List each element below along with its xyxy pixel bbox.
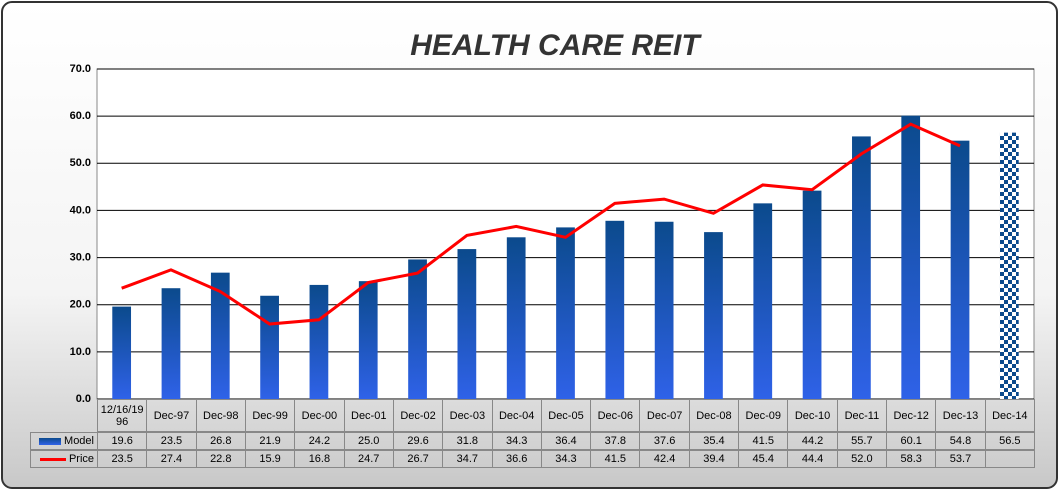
bar <box>112 306 132 399</box>
value-cell: 24.2 <box>294 432 345 450</box>
category-cell: Dec-10 <box>787 399 838 432</box>
value-cell: 26.7 <box>392 450 444 468</box>
legend-swatch <box>39 437 62 445</box>
category-cell: 12/16/1996 <box>97 399 148 432</box>
value-cell: 37.6 <box>639 432 690 450</box>
category-cell: Dec-97 <box>146 399 197 432</box>
bar <box>161 288 181 399</box>
category-cell: Dec-05 <box>540 399 592 432</box>
bar <box>556 227 575 399</box>
category-cell: Dec-04 <box>491 399 542 432</box>
value-cell: 27.4 <box>146 450 197 468</box>
value-cell: 41.5 <box>590 450 641 468</box>
value-cell: 37.8 <box>590 432 641 450</box>
bar <box>358 281 378 399</box>
value-cell: 55.7 <box>836 432 888 450</box>
category-cell: Dec-11 <box>836 399 888 432</box>
value-cell: 23.5 <box>97 450 148 468</box>
value-cell: 36.6 <box>491 450 542 468</box>
value-cell: 44.4 <box>787 450 838 468</box>
category-cell: Dec-02 <box>392 399 444 432</box>
category-cell: Dec-98 <box>195 399 246 432</box>
value-cell: 35.4 <box>688 432 740 450</box>
value-cell: 52.0 <box>836 450 888 468</box>
value-cell: 34.7 <box>442 450 493 468</box>
value-cell: 19.6 <box>97 432 148 450</box>
y-tick-label: 70.0 <box>70 63 91 75</box>
value-cell: 44.2 <box>787 432 838 450</box>
category-cell: Dec-08 <box>688 399 740 432</box>
value-cell: 29.6 <box>392 432 444 450</box>
value-cell: 24.7 <box>343 450 394 468</box>
value-cell: 41.5 <box>738 432 789 450</box>
bar <box>999 132 1019 399</box>
legend-label: Model <box>64 435 94 447</box>
bar <box>605 220 625 399</box>
category-cell: Dec-13 <box>935 399 986 432</box>
legend-cell: Model <box>30 432 98 450</box>
y-tick-label: 10.0 <box>70 346 91 358</box>
bar <box>408 259 427 399</box>
legend-line <box>39 457 66 461</box>
value-cell: 53.7 <box>935 450 986 468</box>
y-tick-label: 0.0 <box>76 393 91 405</box>
value-cell: 56.5 <box>984 432 1035 450</box>
bar <box>950 140 970 399</box>
bar <box>852 136 871 399</box>
value-cell: 21.9 <box>244 432 296 450</box>
bar <box>210 272 230 399</box>
value-cell: 54.8 <box>935 432 986 450</box>
value-cell: 45.4 <box>738 450 789 468</box>
category-cell: Dec-07 <box>639 399 690 432</box>
legend-label: Price <box>68 453 94 465</box>
category-cell: Dec-14 <box>984 399 1035 432</box>
value-cell: 15.9 <box>244 450 296 468</box>
y-tick-label: 50.0 <box>70 157 91 169</box>
bar <box>309 284 329 399</box>
value-cell: 42.4 <box>639 450 690 468</box>
bar <box>654 221 674 399</box>
value-cell: 34.3 <box>491 432 542 450</box>
value-cell: 58.3 <box>886 450 937 468</box>
chart-title: HEALTH CARE REIT <box>410 29 702 62</box>
y-tick-label: 40.0 <box>70 204 91 216</box>
value-cell: 25.0 <box>343 432 394 450</box>
value-cell: 39.4 <box>688 450 740 468</box>
bar <box>457 249 477 399</box>
category-cell: Dec-00 <box>294 399 345 432</box>
legend-cell: Price <box>30 450 98 468</box>
bar <box>506 237 526 399</box>
value-cell: 36.4 <box>540 432 592 450</box>
category-cell: Dec-99 <box>244 399 296 432</box>
bar <box>704 232 723 399</box>
y-tick-label: 30.0 <box>70 251 91 263</box>
bar <box>260 295 279 399</box>
value-cell: 34.3 <box>540 450 592 468</box>
category-cell: Dec-01 <box>343 399 394 432</box>
category-cell: Dec-06 <box>590 399 641 432</box>
bar <box>753 203 773 399</box>
bar <box>901 115 921 400</box>
value-cell: 22.8 <box>195 450 246 468</box>
category-cell: Dec-12 <box>886 399 937 432</box>
category-cell: Dec-03 <box>442 399 493 432</box>
price-line <box>121 122 961 326</box>
bar <box>802 190 822 399</box>
y-tick-label: 20.0 <box>70 299 91 311</box>
value-cell: 23.5 <box>146 432 197 450</box>
value-cell <box>984 450 1035 468</box>
category-cell: Dec-09 <box>738 399 789 432</box>
value-cell: 31.8 <box>442 432 493 450</box>
y-tick-label: 60.0 <box>70 110 91 122</box>
value-cell: 26.8 <box>195 432 246 450</box>
value-cell: 60.1 <box>886 432 937 450</box>
value-cell: 16.8 <box>294 450 345 468</box>
